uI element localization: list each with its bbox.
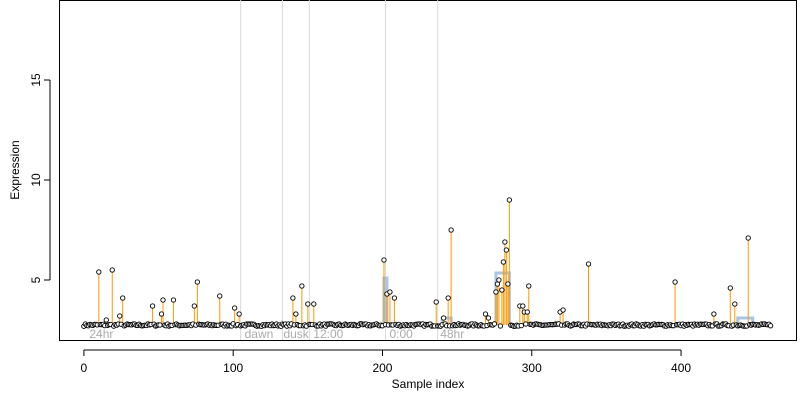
x-tick-label: 200 bbox=[372, 361, 392, 375]
data-point bbox=[520, 303, 526, 309]
y-tick-label: 10 bbox=[29, 173, 43, 187]
data-point bbox=[502, 239, 508, 245]
data-point bbox=[732, 301, 738, 307]
y-axis-label: Expression bbox=[8, 140, 22, 199]
data-point bbox=[160, 297, 166, 303]
data-point bbox=[518, 322, 524, 329]
data-point bbox=[448, 227, 454, 233]
data-point bbox=[293, 311, 299, 317]
data-point bbox=[523, 321, 529, 327]
data-point bbox=[96, 269, 102, 275]
data-point bbox=[491, 321, 498, 327]
data-point bbox=[232, 305, 238, 311]
data-point bbox=[585, 261, 592, 267]
x-axis-label: Sample index bbox=[392, 377, 465, 391]
data-point bbox=[305, 301, 311, 307]
region-lines bbox=[240, 0, 439, 340]
data-point bbox=[158, 311, 165, 317]
data-point bbox=[387, 289, 393, 295]
segment-mean bbox=[736, 316, 755, 325]
region-labels: 24hr dawn dusk 12:00 0:00 48hr bbox=[89, 327, 464, 341]
region-label: dawn bbox=[245, 327, 274, 341]
data-point bbox=[505, 281, 511, 287]
data-point bbox=[745, 235, 751, 241]
x-axis: 0 100 200 300 400 bbox=[81, 349, 691, 375]
data-point bbox=[299, 283, 305, 289]
data-point bbox=[311, 301, 317, 307]
x-tick-label: 300 bbox=[522, 361, 542, 375]
data-point bbox=[497, 323, 504, 329]
data-point bbox=[381, 257, 387, 263]
region-label: dusk bbox=[283, 327, 309, 341]
y-axis: 5 10 15 bbox=[29, 73, 51, 283]
data-point bbox=[170, 297, 177, 303]
data-point bbox=[711, 311, 717, 317]
x-tick-label: 100 bbox=[223, 361, 243, 375]
data-point bbox=[236, 311, 242, 317]
data-point bbox=[524, 309, 530, 315]
data-points bbox=[81, 197, 774, 329]
data-point bbox=[191, 303, 198, 309]
data-point bbox=[445, 295, 451, 301]
data-point bbox=[506, 197, 513, 203]
data-point bbox=[391, 295, 398, 301]
y-tick-label: 15 bbox=[29, 73, 43, 87]
data-point bbox=[109, 267, 115, 273]
data-point bbox=[526, 283, 532, 289]
data-point bbox=[149, 303, 156, 309]
data-point bbox=[496, 277, 502, 283]
data-point bbox=[485, 315, 492, 321]
data-point bbox=[103, 317, 109, 323]
region-label: 12:00 bbox=[313, 327, 343, 341]
x-tick-label: 400 bbox=[671, 361, 691, 375]
data-point bbox=[157, 322, 163, 328]
region-label: 0:00 bbox=[389, 327, 413, 341]
segment-means bbox=[382, 271, 755, 325]
region-label: 48hr bbox=[440, 327, 464, 341]
data-point bbox=[672, 279, 678, 285]
data-point bbox=[493, 289, 499, 295]
data-point bbox=[727, 285, 733, 291]
plot-frame bbox=[59, 0, 797, 341]
data-point bbox=[767, 323, 774, 329]
data-point bbox=[290, 295, 296, 301]
data-point bbox=[560, 307, 566, 313]
data-point bbox=[433, 299, 439, 305]
data-point bbox=[194, 279, 200, 285]
region-label: 24hr bbox=[89, 327, 113, 341]
y-tick-label: 5 bbox=[29, 276, 43, 283]
x-tick-label: 0 bbox=[81, 361, 88, 375]
data-point bbox=[441, 315, 447, 321]
data-point bbox=[500, 259, 507, 265]
data-point bbox=[499, 287, 505, 293]
data-point bbox=[120, 295, 126, 301]
data-point bbox=[482, 311, 489, 317]
data-point bbox=[217, 293, 223, 299]
data-point bbox=[503, 247, 510, 253]
data-point bbox=[117, 313, 123, 319]
